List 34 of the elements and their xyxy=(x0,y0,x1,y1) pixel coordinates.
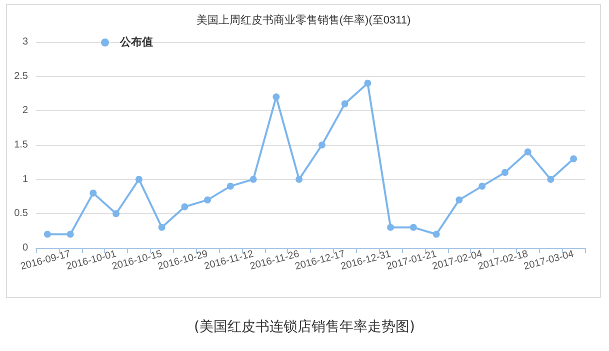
point xyxy=(272,93,280,100)
point xyxy=(296,176,303,183)
point xyxy=(226,182,234,190)
point xyxy=(501,168,508,176)
point xyxy=(112,210,120,218)
point xyxy=(90,190,97,197)
y-tick-label: 3 xyxy=(22,36,28,48)
legend-label: 公布值 xyxy=(119,36,153,48)
point xyxy=(478,182,486,190)
point xyxy=(341,100,348,108)
point xyxy=(410,224,417,231)
chart-title: 美国上周红皮书商业零售销售(年率)(至0311) xyxy=(196,14,411,26)
point xyxy=(66,230,74,238)
point xyxy=(204,196,212,204)
y-tick-label: 2.5 xyxy=(14,70,28,82)
point xyxy=(387,224,394,231)
point xyxy=(158,224,166,231)
point xyxy=(364,80,372,87)
point xyxy=(456,196,463,204)
point xyxy=(181,203,188,210)
point xyxy=(135,176,142,183)
y-tick-label: 1 xyxy=(22,174,28,185)
point xyxy=(524,148,532,156)
y-tick-label: 0 xyxy=(22,242,28,254)
text: (美国红皮书连锁店销售年率走势图) xyxy=(193,318,416,336)
point xyxy=(547,176,554,183)
point xyxy=(44,230,51,238)
point xyxy=(570,155,578,162)
y-tick-label: 1.5 xyxy=(14,140,28,150)
y-tick-label: 0.5 xyxy=(14,208,28,220)
point xyxy=(250,176,257,183)
y-tick-label: 2 xyxy=(22,105,28,116)
point xyxy=(318,142,326,148)
point xyxy=(432,230,440,238)
